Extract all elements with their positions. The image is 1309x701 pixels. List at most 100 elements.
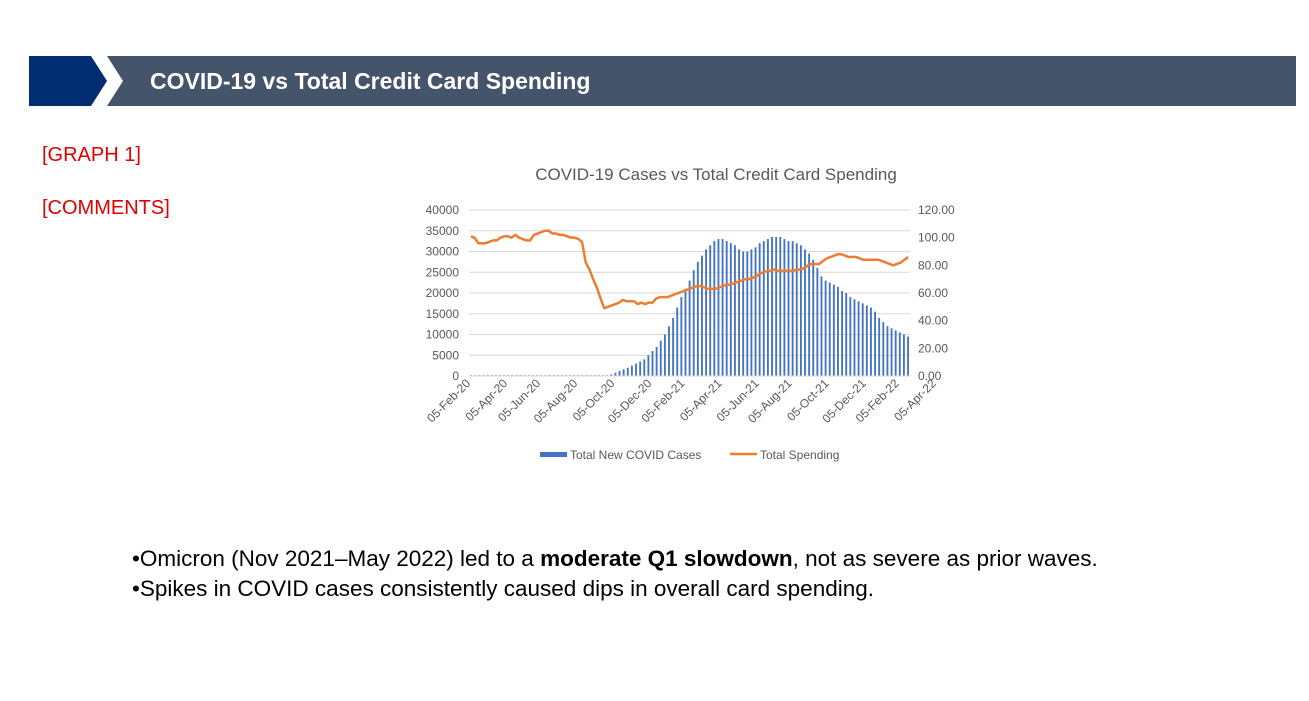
- bar: [874, 311, 876, 376]
- right-axis: 0.00 20.00 40.00 60.00 80.00 100.00 120.00: [918, 203, 955, 383]
- header-chevron-icon: [29, 56, 107, 106]
- x-axis: 05-Feb-2005-Apr-2005-Jun-2005-Aug-2005-O…: [424, 375, 939, 426]
- bar: [853, 299, 856, 376]
- bar: [618, 371, 621, 376]
- left-tick-label: 20000: [426, 286, 460, 300]
- bar: [907, 336, 909, 376]
- legend-line-label: Total Spending: [760, 448, 839, 462]
- bar: [742, 251, 745, 376]
- page-title: COVID-19 vs Total Credit Card Spending: [150, 68, 591, 94]
- bar: [832, 284, 835, 376]
- combo-chart: COVID-19 Cases vs Total Credit Card Spen…: [424, 165, 955, 462]
- left-tick-label: 10000: [426, 328, 460, 342]
- bar: [639, 361, 642, 376]
- bar: [837, 286, 839, 376]
- bar: [750, 249, 753, 376]
- bar: [824, 280, 827, 376]
- comments-block: •Omicron (Nov 2021–May 2022) led to a mo…: [132, 544, 1098, 604]
- bar: [622, 369, 625, 376]
- bar: [890, 328, 893, 376]
- spending-line: [470, 229, 909, 310]
- bar: [738, 249, 740, 376]
- bar: [725, 241, 728, 377]
- left-tick-label: 0: [452, 369, 459, 383]
- bar: [659, 340, 662, 376]
- bar: [709, 245, 712, 376]
- right-tick-label: 40.00: [918, 314, 948, 328]
- bar: [701, 255, 703, 376]
- bar: [614, 372, 617, 376]
- right-tick-label: 60.00: [918, 286, 948, 300]
- bar: [816, 268, 819, 376]
- bar: [635, 363, 637, 376]
- bar-series: [470, 236, 909, 377]
- right-tick-label: 80.00: [918, 258, 948, 272]
- bar: [688, 280, 691, 376]
- bar: [820, 276, 823, 376]
- bar: [705, 249, 708, 376]
- bar: [771, 236, 773, 376]
- right-tick-label: 100.00: [918, 231, 955, 245]
- bar: [849, 297, 852, 376]
- left-tick-label: 40000: [426, 203, 460, 217]
- bar: [828, 282, 831, 377]
- bar: [713, 241, 716, 377]
- bar: [766, 239, 769, 376]
- bar: [845, 293, 848, 376]
- bar: [655, 346, 658, 376]
- left-tick-label: 5000: [432, 348, 459, 362]
- bar: [878, 317, 881, 376]
- bar: [783, 239, 786, 376]
- bar: [804, 249, 806, 376]
- bar: [696, 261, 699, 377]
- bar: [882, 322, 885, 376]
- bar: [680, 297, 683, 376]
- bar: [861, 303, 864, 377]
- bar: [886, 326, 889, 376]
- comment-bullet-2: •Spikes in COVID cases consistently caus…: [132, 576, 874, 601]
- bar: [663, 334, 666, 376]
- legend-bars-swatch: [540, 452, 567, 457]
- bar: [762, 241, 765, 377]
- bar: [721, 239, 724, 376]
- bar: [643, 359, 646, 376]
- bar: [758, 243, 761, 376]
- bar: [651, 351, 654, 376]
- left-tick-label: 25000: [426, 265, 460, 279]
- left-tick-label: 30000: [426, 245, 460, 259]
- bar: [808, 253, 811, 376]
- bar: [672, 317, 675, 376]
- right-tick-label: 20.00: [918, 341, 948, 355]
- bar: [647, 355, 650, 376]
- header-chevron-shape: [29, 56, 1296, 106]
- chart-title: COVID-19 Cases vs Total Credit Card Spen…: [535, 165, 897, 184]
- bar: [676, 307, 679, 376]
- bar: [799, 245, 802, 376]
- bar: [841, 290, 844, 376]
- bar: [791, 241, 794, 377]
- right-tick-label: 0.00: [918, 369, 942, 383]
- bar: [787, 241, 790, 377]
- bar: [898, 332, 901, 376]
- right-tick-label: 120.00: [918, 203, 955, 217]
- bar: [754, 247, 757, 376]
- left-axis: 0 5000 10000 15000 20000 25000 30000 35000 40000: [426, 203, 460, 383]
- bar: [692, 270, 695, 376]
- left-tick-label: 15000: [426, 307, 460, 321]
- header-bar-shape: [107, 56, 1296, 106]
- bar: [630, 365, 633, 377]
- bar: [812, 259, 815, 376]
- bar: [902, 334, 905, 376]
- bar: [734, 245, 736, 376]
- bar: [729, 243, 732, 376]
- comments-placeholder-label: [COMMENTS]: [42, 197, 170, 219]
- bar: [795, 243, 798, 376]
- bar: [610, 374, 613, 376]
- comment-bullet-1: •Omicron (Nov 2021–May 2022) led to a mo…: [132, 546, 1098, 571]
- bar: [775, 236, 778, 376]
- bar: [870, 307, 872, 376]
- bar: [857, 301, 860, 376]
- bar: [717, 239, 720, 376]
- bar: [865, 305, 868, 376]
- left-tick-label: 35000: [426, 224, 460, 238]
